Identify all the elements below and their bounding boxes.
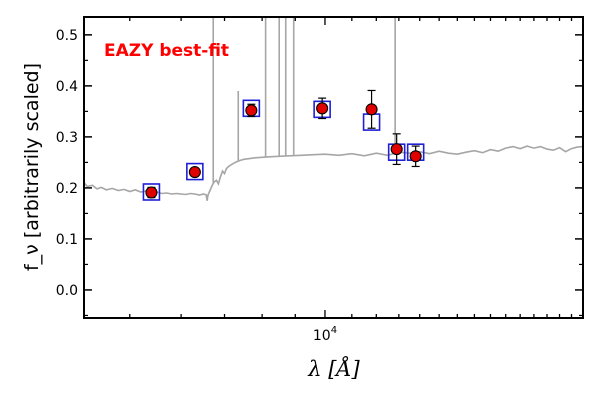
x-axis-label: λ [Å] <box>307 356 360 381</box>
observed-photometry-point <box>316 102 329 115</box>
y-tick-label: 0.4 <box>56 79 78 95</box>
x-tick-base: 10 <box>313 328 331 344</box>
synthetic-photometry-marker <box>186 162 204 181</box>
observed-photometry-point <box>409 150 422 163</box>
plot-frame <box>83 16 584 319</box>
y-tick-label: 0.5 <box>56 28 78 44</box>
y-tick-label: 0.3 <box>56 130 78 146</box>
observed-photometry-layer <box>145 89 422 199</box>
observed-photometry-point <box>365 103 378 116</box>
y-tick-label: 0.0 <box>56 283 78 299</box>
y-axis: 0.0 0.1 0.2 0.3 0.4 0.5 <box>56 28 583 317</box>
observed-photometry-point <box>145 186 158 199</box>
x-axis <box>129 17 584 318</box>
observed-photometry-point <box>390 143 403 156</box>
synthetic-photometry-marker <box>142 183 161 201</box>
plot-area <box>84 17 583 318</box>
observed-photometry-point <box>245 104 258 117</box>
fit-annotation: EAZY best-fit <box>104 41 229 61</box>
observed-photometry-point <box>188 166 201 179</box>
x-tick-exponent: 4 <box>331 325 337 336</box>
y-tick-label: 0.1 <box>56 232 78 248</box>
y-tick-label: 0.2 <box>56 181 78 197</box>
x-tick-label: 104 <box>313 325 337 344</box>
y-axis-label: f_ν [arbitrarily scaled] <box>21 63 43 271</box>
